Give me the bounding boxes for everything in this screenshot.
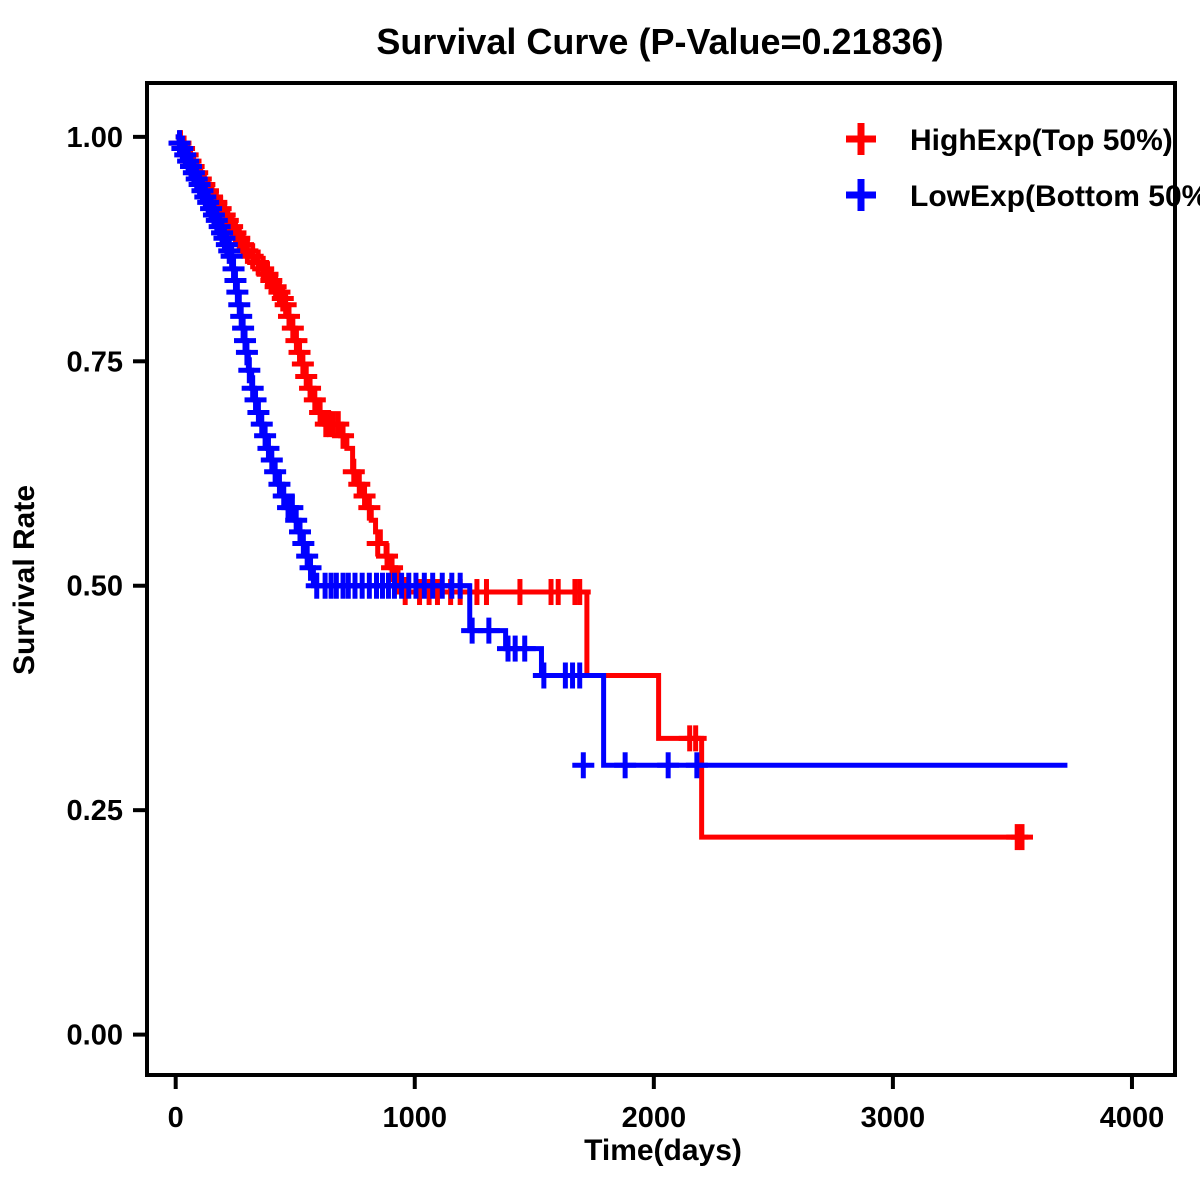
x-tick-label: 1000 — [383, 1102, 448, 1134]
y-tick-label: 0.00 — [67, 1020, 123, 1052]
y-tick-label: 0.75 — [67, 346, 123, 378]
x-axis-ticks: 0 1000 2000 3000 4000 — [168, 1075, 1165, 1134]
legend-label: LowExp(Bottom 50%) — [910, 180, 1200, 213]
plot-frame — [145, 81, 1177, 1077]
legend-label: HighExp(Top 50%) — [910, 124, 1173, 157]
x-axis-title: Time(days) — [584, 1134, 742, 1167]
censor-marks — [169, 130, 1033, 851]
x-tick-label: 3000 — [861, 1102, 926, 1134]
y-axis-title: Survival Rate — [8, 485, 41, 675]
y-tick-label: 1.00 — [67, 122, 123, 154]
legend-item[interactable]: LowExp(Bottom 50%) — [846, 179, 1200, 213]
y-tick-label: 0.25 — [67, 795, 123, 827]
x-tick-label: 0 — [168, 1102, 184, 1134]
legend-item[interactable]: HighExp(Top 50%) — [846, 123, 1173, 157]
x-tick-label: 4000 — [1100, 1102, 1165, 1134]
series-low — [168, 130, 1068, 779]
chart-legend: HighExp(Top 50%) LowExp(Bottom 50%) — [846, 123, 1200, 213]
chart-title: Survival Curve (P-Value=0.21836) — [376, 21, 943, 62]
censor-marks — [168, 130, 708, 779]
series-high — [169, 130, 1033, 851]
series-layer — [168, 130, 1068, 851]
y-axis-ticks: 0.00 0.25 0.50 0.75 1.00 — [67, 122, 147, 1052]
axis-frame — [145, 81, 1177, 1077]
x-tick-label: 2000 — [622, 1102, 687, 1134]
y-tick-label: 0.50 — [67, 571, 123, 603]
